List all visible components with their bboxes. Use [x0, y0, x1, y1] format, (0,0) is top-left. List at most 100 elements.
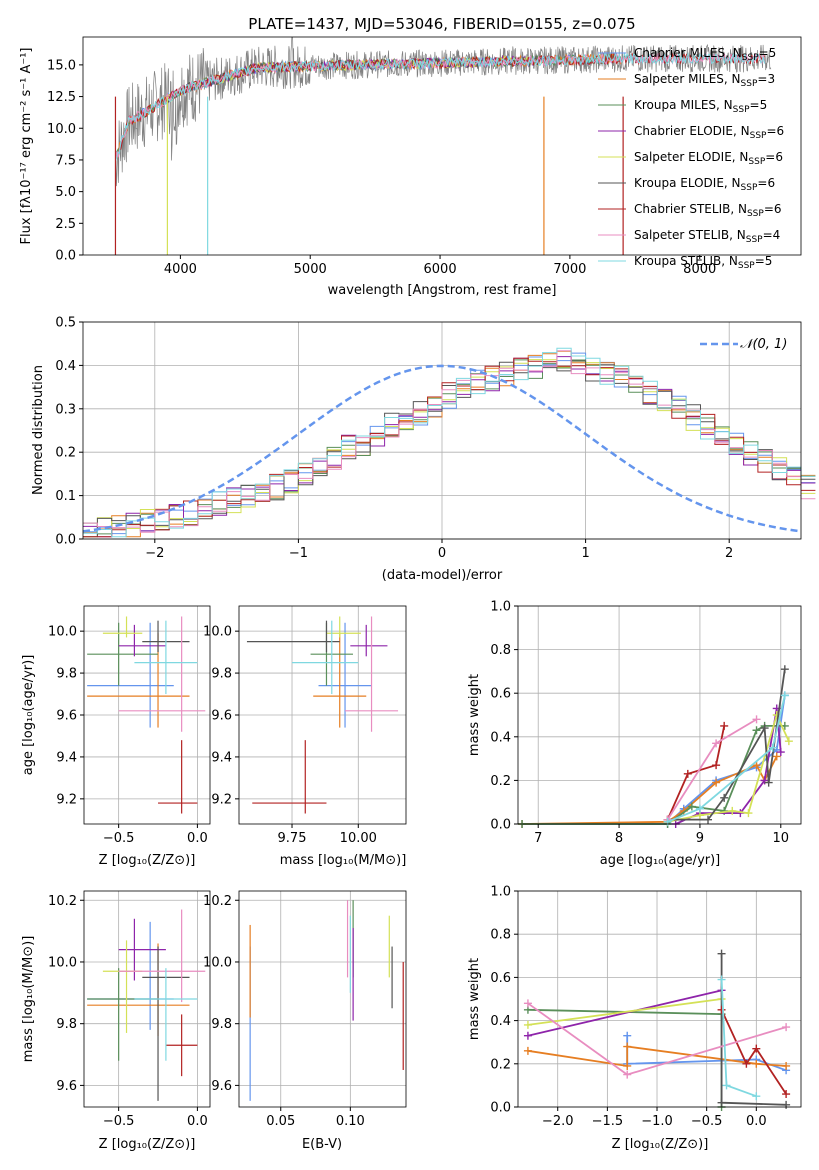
- series-marker-6: [717, 949, 726, 958]
- series-marker-2: [523, 1046, 532, 1055]
- y-tick-label: 9.2: [56, 792, 77, 807]
- panel4-xlabel: mass [log₁₀(M/M⊙)]: [280, 853, 407, 868]
- residual-histogram-1: [83, 352, 816, 535]
- panel8-ylabel: mass weight: [467, 958, 482, 1040]
- x-tick-label: 9: [696, 831, 704, 846]
- residual-histogram-6: [83, 360, 816, 538]
- x-tick-label: 2: [725, 546, 733, 561]
- gaussian-curve: [82, 364, 802, 533]
- panel3-grid: [84, 606, 210, 824]
- y-tick-label: 0.3: [55, 402, 76, 417]
- y-tick-label: 0.2: [490, 774, 511, 789]
- x-tick-label: 8000: [683, 262, 716, 277]
- y-tick-label: 9.6: [211, 709, 232, 724]
- y-tick-label: 10.0: [203, 955, 232, 970]
- residual-histogram-3: [83, 359, 816, 535]
- panel1-frame: [82, 36, 802, 256]
- y-tick-label: 1.0: [490, 600, 511, 615]
- series-line-7: [666, 725, 726, 820]
- panel6-ylabel: mass [log₁₀(M/M⊙)]: [21, 936, 36, 1063]
- panel4-xticks: 9.75 10.00: [278, 824, 377, 846]
- panel8-grid: [518, 890, 801, 1108]
- panel5-grid: [518, 605, 801, 825]
- series-marker-2: [623, 1042, 632, 1051]
- panel5-yticks: 0.0 0.2 0.4 0.6 0.8 1.0: [490, 600, 518, 833]
- series-marker-6: [782, 1100, 791, 1109]
- panel4-grid: [239, 606, 406, 824]
- panel-age-vs-z: −0.5 0.0 9.2 9.4 9.6 9.8 10.0 Z [log₁₀(Z/Z⊙)]…: [21, 605, 211, 868]
- series-marker-3: [752, 726, 761, 735]
- series-marker-6: [704, 815, 713, 824]
- y-tick-label: 10.2: [203, 894, 232, 909]
- y-tick-label: 7.5: [55, 153, 76, 168]
- legend-label-6: Kroupa ELODIE, NSSP=6: [634, 176, 775, 193]
- y-tick-label: 10.0: [48, 625, 77, 640]
- x-tick-label: −1.0: [641, 1114, 673, 1129]
- panel3-xlabel: Z [log₁₀(Z/Z⊙)]: [99, 853, 196, 868]
- series-marker-7: [720, 721, 729, 730]
- x-tick-label: −1.5: [592, 1114, 624, 1129]
- y-tick-label: 10.0: [203, 625, 232, 640]
- panel6-xticks: −0.5 0.0: [103, 1107, 208, 1129]
- panel6-frame: [83, 890, 211, 1108]
- series-marker-7: [742, 1059, 751, 1068]
- y-tick-label: 9.8: [56, 1017, 77, 1032]
- legend-label-8: Salpeter STELIB, NSSP=4: [634, 228, 780, 245]
- legend-label-1: Chabrier MILES, NSSP=5: [634, 46, 776, 63]
- y-tick-label: 10.0: [47, 122, 76, 137]
- y-tick-label: 0.4: [55, 359, 76, 374]
- y-tick-label: 0.4: [490, 1014, 511, 1029]
- y-tick-label: 9.8: [211, 667, 232, 682]
- y-tick-label: 10.2: [48, 894, 77, 909]
- panel-age-vs-mass: 9.75 10.00 9.2 9.4 9.6 9.8 10.0 mass [log₁₀(M…: [203, 605, 407, 868]
- panel3-ylabel: age [log₁₀(age/yr)]: [21, 655, 36, 776]
- panel7-xlabel: E(B-V): [302, 1137, 342, 1152]
- series-marker-7: [717, 1005, 726, 1014]
- x-tick-label: −0.5: [103, 831, 135, 846]
- x-tick-label: 0.05: [266, 1114, 295, 1129]
- series-marker-8: [623, 1070, 632, 1079]
- x-tick-label: 4000: [164, 262, 197, 277]
- x-tick-label: 5000: [294, 262, 327, 277]
- y-tick-label: 5.0: [55, 185, 76, 200]
- panel8-xlabel: Z [log₁₀(Z/Z⊙)]: [612, 1137, 709, 1152]
- panel6-yticks: 9.6 9.8 10.0 10.2: [48, 894, 84, 1094]
- panel3-points: [87, 616, 206, 814]
- y-tick-label: 0.6: [490, 687, 511, 702]
- series-marker-9: [717, 975, 726, 984]
- y-tick-label: 0.6: [490, 971, 511, 986]
- series-marker-4: [776, 748, 785, 757]
- panel7-yticks: 9.6 9.8 10.0 10.2: [203, 894, 239, 1094]
- series-marker-7: [712, 761, 721, 770]
- panel8-xticks: −2.0 −1.5 −1.0 −0.5 0.0: [542, 1107, 767, 1129]
- series-marker-4: [760, 776, 769, 785]
- series-marker-2: [752, 1059, 761, 1068]
- x-tick-label: 10: [773, 831, 790, 846]
- x-tick-label: 0.0: [746, 1114, 767, 1129]
- panel3-xticks: −0.5 0.0: [103, 824, 208, 846]
- model-spectrum-line-9: [115, 51, 766, 162]
- series-marker-9: [663, 817, 672, 826]
- series-marker-5: [523, 1020, 532, 1029]
- legend-label-7: Chabrier STELIB, NSSP=6: [634, 202, 782, 219]
- panel6-xlabel: Z [log₁₀(Z/Z⊙)]: [99, 1137, 196, 1152]
- series-line-7: [720, 1009, 787, 1095]
- residual-histogram-2: [83, 350, 816, 538]
- panel5-ylabel: mass weight: [467, 674, 482, 756]
- series-marker-8: [782, 1023, 791, 1032]
- x-tick-label: 7000: [553, 262, 586, 277]
- series-marker-7: [752, 1044, 761, 1053]
- series-marker-6: [764, 778, 773, 787]
- panel5-xlabel: age [log₁₀(age/yr)]: [600, 853, 721, 868]
- panel8-yticks: 0.0 0.2 0.4 0.6 0.8 1.0: [490, 885, 518, 1116]
- panel2-xlabel: (data-model)/error: [382, 568, 503, 583]
- gaussian-legend-label: 𝒩(0, 1): [740, 337, 787, 352]
- y-tick-label: 0.8: [490, 928, 511, 943]
- series-marker-5: [728, 806, 737, 815]
- series-marker-9: [752, 1092, 761, 1101]
- y-tick-label: 9.6: [56, 1079, 77, 1094]
- legend-label-9: Kroupa STELIB, NSSP=5: [634, 254, 772, 271]
- panel-massweight-vs-z: −2.0 −1.5 −1.0 −0.5 0.0 0.0 0.2 0.4 0.6 0.8 1.0 Z…: [467, 885, 802, 1152]
- y-tick-label: 0.0: [55, 533, 76, 548]
